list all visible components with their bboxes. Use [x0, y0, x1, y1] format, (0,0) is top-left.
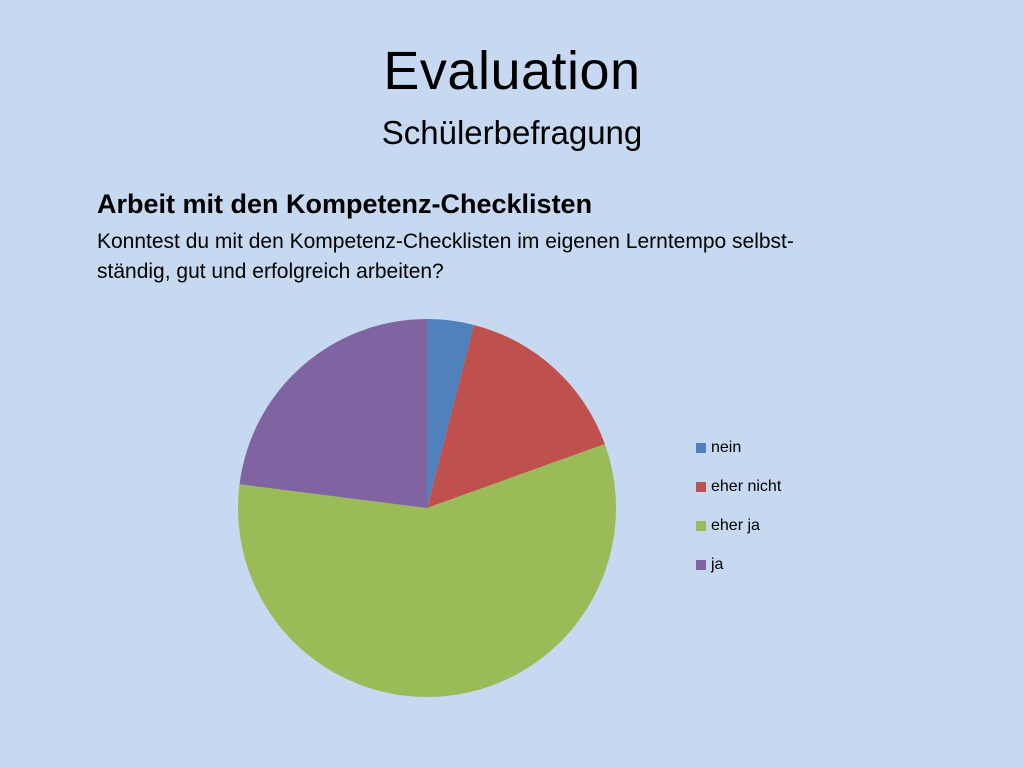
- legend-swatch-eher-ja: [696, 521, 706, 531]
- legend-label-eher-ja: eher ja: [711, 517, 760, 534]
- pie-slice-eher-ja: [238, 443, 617, 697]
- survey-question-line-2: ständig, gut und erfolgreich arbeiten?: [97, 260, 444, 283]
- legend-label-nein: nein: [711, 439, 742, 456]
- pie-slice-ja: [239, 319, 427, 508]
- legend-swatch-nein: [696, 443, 706, 453]
- pie-slice-eher-nicht: [427, 324, 605, 508]
- survey-question: Konntest du mit den Kompetenz-Checkliste…: [97, 227, 897, 287]
- slide-title: Evaluation: [383, 41, 641, 101]
- legend-swatch-eher-nicht: [696, 482, 706, 492]
- chart-heading: Arbeit mit den Kompetenz-Checklisten: [97, 189, 593, 219]
- legend-label-eher-nicht: eher nicht: [711, 478, 782, 495]
- legend-label-ja: ja: [711, 556, 724, 573]
- pie-slice-nein: [427, 319, 474, 508]
- slide-subtitle: Schülerbefragung: [381, 114, 643, 151]
- legend-swatch-ja: [696, 560, 706, 570]
- survey-question-line-1: Konntest du mit den Kompetenz-Checkliste…: [97, 230, 794, 253]
